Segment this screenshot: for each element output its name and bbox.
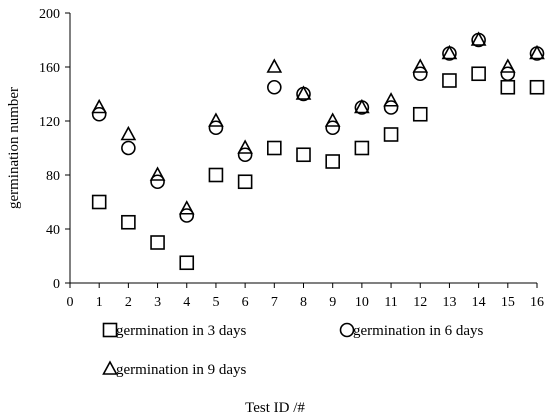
y-axis-title: germination number [6, 87, 22, 209]
series-triangle [91, 31, 545, 215]
y-tick-label: 200 [39, 7, 60, 22]
triangle-point [499, 58, 516, 73]
triangle-point [266, 58, 283, 73]
legend-circle-marker [339, 322, 355, 338]
square-point [412, 106, 428, 122]
triangle-point [208, 112, 224, 127]
triangle-point [529, 44, 545, 60]
square-point [471, 66, 486, 82]
square-point [325, 154, 340, 169]
legend-label: germination in 6 days [353, 323, 484, 339]
x-tick-label: 11 [384, 295, 397, 310]
square-point [442, 73, 457, 88]
circle-point [121, 140, 136, 156]
legend-triangle-marker [102, 360, 118, 375]
triangle-point [237, 139, 253, 154]
circle-point [237, 147, 253, 163]
y-tick-label: 120 [39, 115, 60, 130]
x-tick-label: 5 [212, 295, 219, 310]
triangle-point [324, 112, 341, 127]
x-tick-label: 7 [271, 295, 278, 310]
triangle-point [383, 92, 399, 107]
legend-label: germination in 3 days [116, 323, 247, 339]
circle-point [208, 120, 224, 136]
circle-point [383, 100, 399, 115]
y-ticks: 0 40 80 120 160 200 [39, 7, 70, 292]
circle-point [150, 174, 165, 190]
circle-point [500, 66, 516, 82]
square-point [529, 79, 545, 95]
x-tick-label: 8 [300, 295, 307, 310]
x-tick-label: 4 [183, 295, 190, 310]
y-tick-label: 40 [46, 223, 60, 238]
legend-item: germination in 3 days [102, 322, 247, 339]
x-tick-label: 16 [530, 295, 544, 310]
x-tick-label: 2 [125, 295, 132, 310]
x-tick-label: 1 [96, 295, 103, 310]
square-point [91, 194, 107, 210]
x-tick-label: 13 [442, 295, 456, 310]
circle-point [267, 79, 282, 95]
legend-item: germination in 6 days [339, 322, 484, 339]
square-point [500, 79, 516, 95]
x-tick-label: 14 [472, 295, 486, 310]
triangle-point [120, 125, 137, 141]
data-points [91, 31, 545, 271]
circle-point [91, 106, 107, 122]
x-tick-label: 3 [154, 295, 161, 310]
circle-point [325, 120, 340, 136]
triangle-point [295, 85, 312, 100]
circle-point [412, 66, 428, 82]
x-tick-label: 15 [501, 295, 515, 310]
x-tick-label: 6 [242, 295, 249, 310]
square-point [150, 235, 165, 250]
circle-point [179, 208, 195, 223]
triangle-point [441, 44, 458, 60]
series-square [91, 66, 545, 271]
x-tick-label: 9 [329, 295, 336, 310]
square-point [121, 214, 136, 230]
x-tick-label: 10 [355, 295, 369, 310]
series-circle [91, 32, 545, 223]
triangle-point [412, 58, 429, 73]
square-point [179, 255, 195, 271]
triangle-point [470, 31, 487, 46]
x-tick-label: 0 [67, 295, 74, 310]
triangle-point [354, 98, 370, 114]
triangle-point [91, 98, 108, 114]
square-point [383, 127, 399, 142]
square-point [296, 147, 311, 163]
x-ticks: 0 1 2 3 4 5 6 7 8 9 10 11 12 13 14 15 16 [67, 283, 544, 310]
square-point [267, 140, 282, 156]
x-tick-label: 12 [413, 295, 427, 310]
legend-item: germination in 9 days [102, 360, 247, 378]
square-point [354, 140, 370, 156]
y-tick-label: 160 [39, 61, 60, 76]
x-axis-title: Test ID /# [245, 400, 305, 416]
legend-label: germination in 9 days [116, 362, 247, 378]
y-tick-label: 0 [53, 277, 60, 292]
square-point [208, 167, 224, 183]
legend: germination in 3 days germination in 6 da… [102, 322, 484, 378]
square-point [237, 174, 253, 190]
legend-square-marker [102, 322, 118, 338]
y-tick-label: 80 [46, 169, 60, 184]
triangle-point [178, 200, 195, 215]
triangle-point [149, 166, 166, 181]
